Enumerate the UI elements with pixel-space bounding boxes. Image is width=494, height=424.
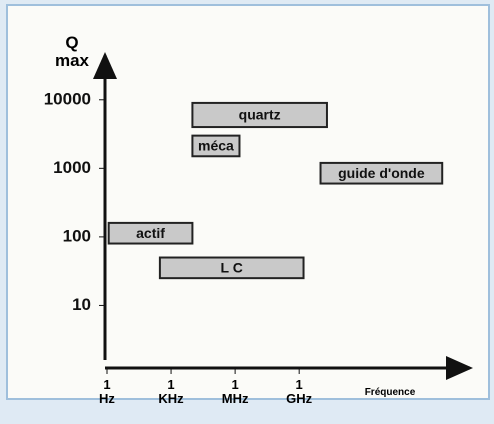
bar-label: actif bbox=[136, 225, 165, 241]
range-bar bbox=[158, 256, 305, 280]
panel bbox=[6, 4, 490, 400]
y-tick-label: 10 bbox=[72, 295, 91, 314]
x-axis-title: Fréquence bbox=[364, 387, 416, 398]
x-tick-label: 1 Hz bbox=[99, 377, 115, 406]
bar-label: guide d'onde bbox=[338, 165, 425, 181]
range-bar bbox=[191, 134, 241, 158]
bar-label: L C bbox=[221, 260, 243, 276]
y-tick-label: 10000 bbox=[44, 89, 91, 108]
x-tick-label: 1 KHz bbox=[158, 377, 184, 406]
y-tick-label: 100 bbox=[63, 226, 91, 245]
bar-label: méca bbox=[198, 138, 234, 154]
x-tick-label: 1 MHz bbox=[221, 377, 249, 406]
range-bar bbox=[191, 101, 328, 129]
x-tick-label: 1 GHz bbox=[286, 377, 313, 406]
y-tick-label: 1000 bbox=[53, 158, 91, 177]
bar-label: quartz bbox=[239, 107, 281, 123]
range-bar bbox=[107, 221, 194, 245]
y-axis-title: Q max bbox=[54, 33, 90, 70]
range-bar bbox=[319, 161, 444, 185]
